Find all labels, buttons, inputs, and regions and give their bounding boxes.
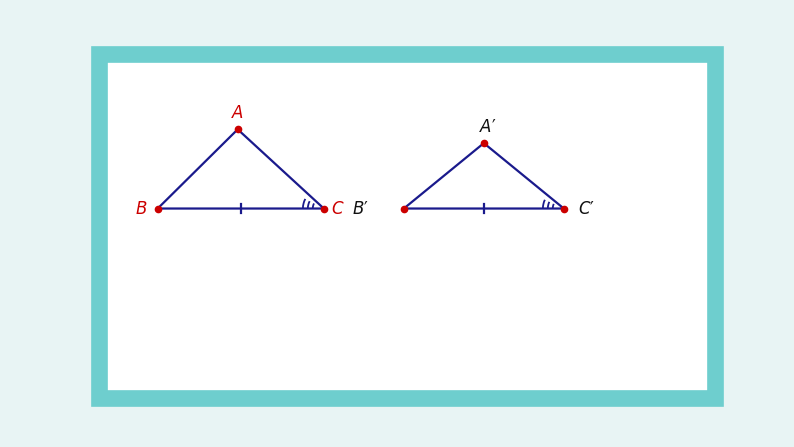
Text: $B$: $B$ <box>136 199 148 218</box>
Text: $A$: $A$ <box>231 105 245 122</box>
Text: $\it{B}$′: $\it{B}$′ <box>353 199 369 218</box>
Text: $C$: $C$ <box>331 199 345 218</box>
Text: $\it{C}$′: $\it{C}$′ <box>577 199 595 218</box>
FancyBboxPatch shape <box>99 54 715 398</box>
Text: $\it{A}$′: $\it{A}$′ <box>479 118 496 136</box>
